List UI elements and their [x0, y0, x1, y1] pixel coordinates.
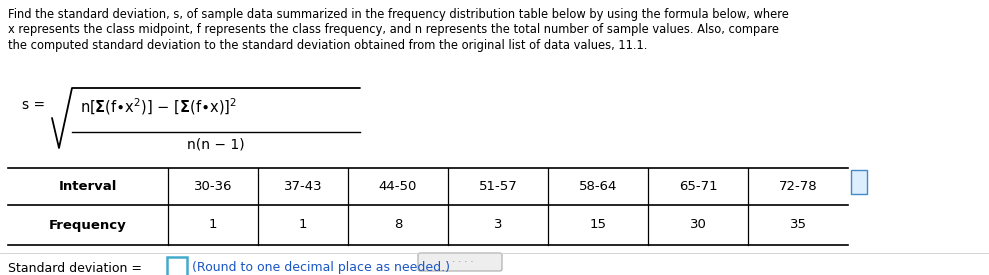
Text: n[$\bf{\Sigma}$(f$\bullet$x$^2$)] $-$ [$\bf{\Sigma}$(f$\bullet$x)]$^2$: n[$\bf{\Sigma}$(f$\bullet$x$^2$)] $-$ [$… [80, 96, 237, 117]
Text: 58-64: 58-64 [579, 180, 617, 193]
Text: · · · · ·: · · · · · [446, 257, 474, 267]
Text: Interval: Interval [58, 180, 117, 193]
Text: s =: s = [22, 98, 45, 112]
Text: Standard deviation =: Standard deviation = [8, 262, 142, 274]
Text: 72-78: 72-78 [778, 180, 817, 193]
Text: Frequency: Frequency [49, 219, 127, 232]
FancyBboxPatch shape [418, 253, 502, 271]
Text: 3: 3 [494, 219, 502, 232]
Text: 8: 8 [394, 219, 403, 232]
Text: 65-71: 65-71 [678, 180, 717, 193]
Text: 1: 1 [299, 219, 308, 232]
Text: 30: 30 [689, 219, 706, 232]
Text: 51-57: 51-57 [479, 180, 517, 193]
FancyBboxPatch shape [167, 257, 187, 275]
Text: 37-43: 37-43 [284, 180, 322, 193]
Text: 44-50: 44-50 [379, 180, 417, 193]
Text: 1: 1 [209, 219, 218, 232]
Text: x represents the class midpoint, f represents the class frequency, and n represe: x represents the class midpoint, f repre… [8, 23, 779, 37]
Text: 35: 35 [789, 219, 806, 232]
Text: (Round to one decimal place as needed.): (Round to one decimal place as needed.) [192, 262, 450, 274]
Text: the computed standard deviation to the standard deviation obtained from the orig: the computed standard deviation to the s… [8, 39, 648, 52]
Text: n(n − 1): n(n − 1) [187, 138, 245, 152]
Text: 15: 15 [589, 219, 606, 232]
FancyBboxPatch shape [851, 170, 867, 194]
Text: Find the standard deviation, s, of sample data summarized in the frequency distr: Find the standard deviation, s, of sampl… [8, 8, 789, 21]
Text: 30-36: 30-36 [194, 180, 232, 193]
